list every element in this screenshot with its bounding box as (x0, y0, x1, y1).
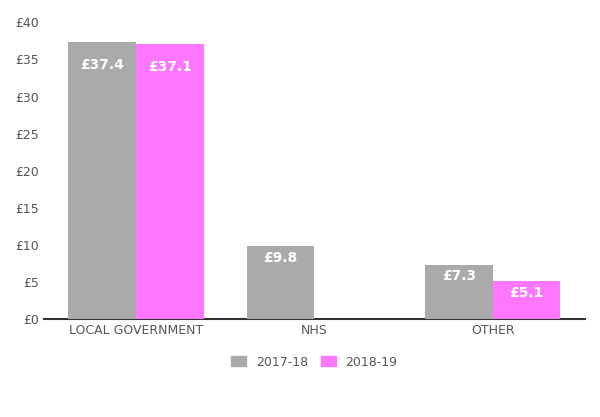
Legend: 2017-18, 2018-19: 2017-18, 2018-19 (226, 351, 403, 374)
Bar (425, 265, 493, 319)
Text: £37.4: £37.4 (80, 58, 124, 72)
Bar (136, 44, 204, 319)
Text: £7.3: £7.3 (442, 269, 476, 283)
Bar (493, 281, 560, 319)
Bar (68, 42, 136, 319)
Text: £37.1: £37.1 (148, 60, 192, 74)
Text: £5.1: £5.1 (509, 286, 544, 300)
Bar (247, 246, 314, 319)
Text: £9.8: £9.8 (263, 251, 298, 265)
